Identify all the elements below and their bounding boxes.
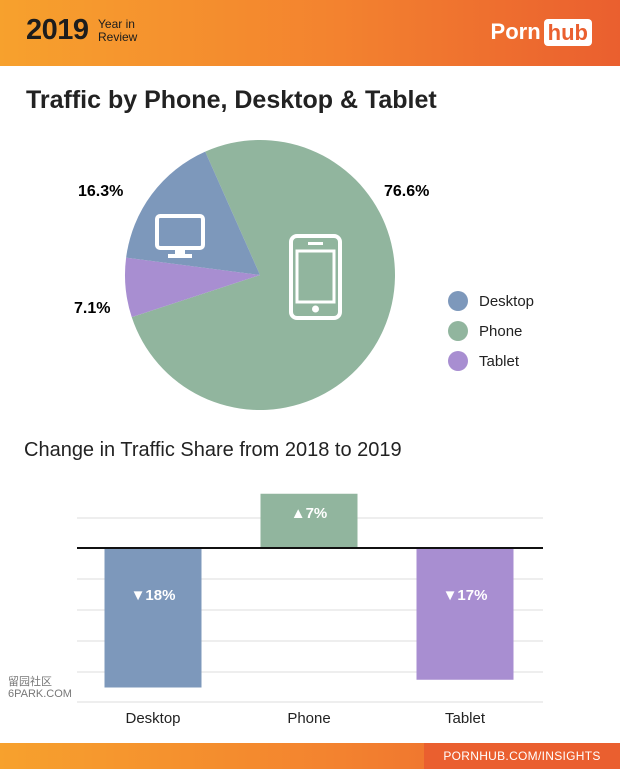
legend-swatch-tablet (448, 351, 468, 371)
monitor-icon (155, 214, 205, 258)
watermark: 留园社区 6PARK.COM (8, 676, 72, 700)
footer-link[interactable]: PORNHUB.COM/INSIGHTS (424, 743, 620, 769)
logo-text-left: Porn (490, 19, 541, 44)
pie-slice-tablet (125, 257, 260, 318)
phone-icon (289, 234, 342, 320)
bar-tablet (416, 548, 514, 680)
legend-item-desktop: Desktop (448, 286, 534, 316)
header-bar: 2019 Year in Review Porn hub (0, 0, 620, 66)
legend-item-tablet: Tablet (448, 346, 534, 376)
x-tick-label-desktop: Desktop (125, 710, 180, 727)
legend-swatch-desktop (448, 291, 468, 311)
year-in-review-text: Year in Review (98, 17, 138, 44)
legend-label-phone: Phone (479, 322, 523, 340)
x-tick-label-phone: Phone (287, 710, 330, 727)
pornhub-logo: Porn hub (491, 18, 592, 46)
header-year: 2019 (26, 14, 89, 46)
legend-item-phone: Phone (448, 316, 534, 346)
bar-data-label-tablet: ▼17% (443, 587, 488, 604)
pie-label-tablet: 7.1% (74, 300, 111, 317)
bar-data-label-phone: ▲7% (291, 505, 328, 522)
bar-chart-title: Change in Traffic Share from 2018 to 201… (24, 439, 402, 461)
chart-title: Traffic by Phone, Desktop & Tablet (26, 86, 437, 114)
bar-chart: ▼18% Desktop ▲7% Phone ▼17% Tablet (77, 493, 543, 727)
pie-label-phone: 76.6% (384, 183, 430, 200)
bar-phone (260, 493, 358, 548)
pie-label-desktop: 16.3% (78, 183, 124, 200)
bar-data-label-desktop: ▼18% (131, 587, 176, 604)
legend-label-tablet: Tablet (479, 352, 520, 370)
x-tick-label-tablet: Tablet (445, 710, 486, 727)
legend-label-desktop: Desktop (479, 292, 535, 310)
legend: Desktop Phone Tablet (448, 286, 534, 376)
pie-slice-desktop (126, 151, 260, 275)
legend-swatch-phone (448, 321, 468, 341)
header-year-in-review: Year in Review (98, 18, 144, 44)
pie-chart (125, 139, 395, 410)
logo-text-right: hub (543, 18, 592, 46)
pie-slice-phone (131, 139, 395, 410)
bar-desktop (104, 548, 202, 688)
